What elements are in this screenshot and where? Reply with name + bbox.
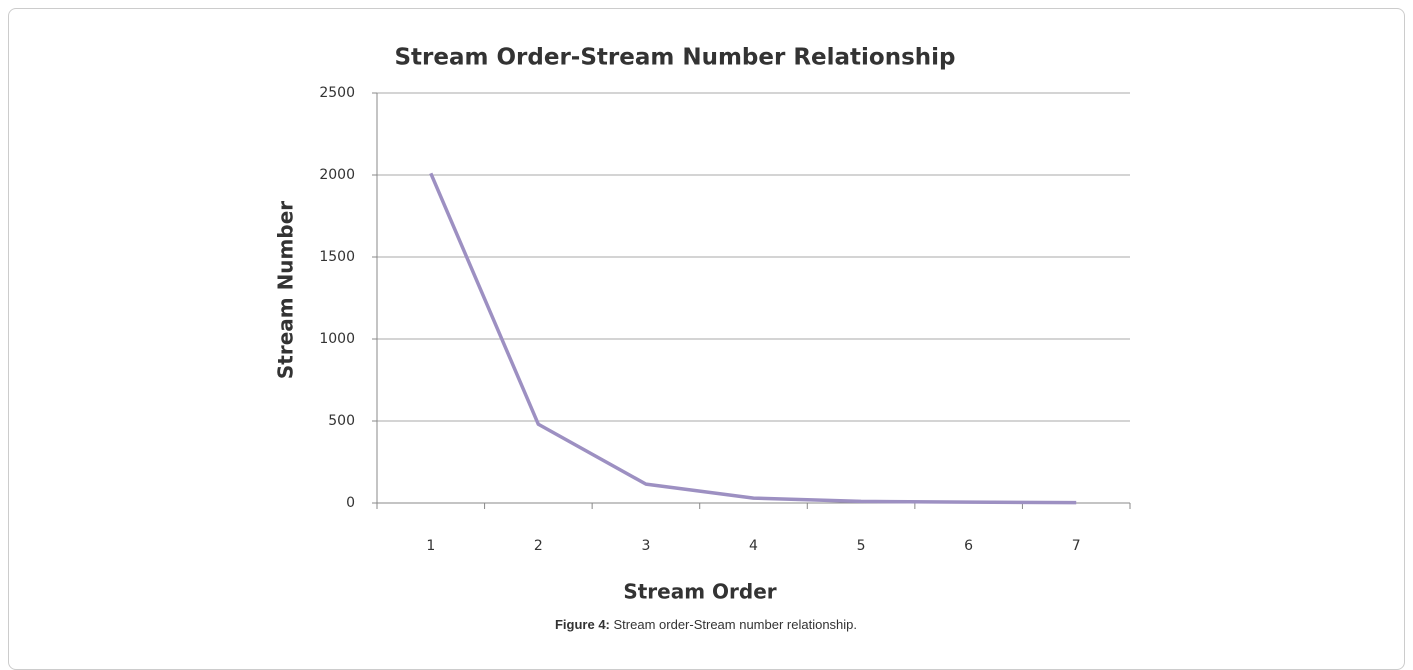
caption-label: Figure 4: xyxy=(555,617,610,632)
y-tick-label: 1000 xyxy=(319,331,355,347)
x-tick-label: 2 xyxy=(534,538,543,554)
x-tick-label: 6 xyxy=(964,538,973,554)
x-axis-label: Stream Order xyxy=(623,580,776,604)
y-tick-label: 1500 xyxy=(319,249,355,265)
y-tick-label: 2000 xyxy=(319,167,355,183)
chart: Stream Order-Stream Number Relationship … xyxy=(274,45,1131,632)
data-line xyxy=(429,172,1077,505)
x-tick-label: 3 xyxy=(641,538,650,554)
y-tick-label: 500 xyxy=(328,413,355,429)
x-tick-label: 1 xyxy=(426,538,435,554)
caption-text: Stream order-Stream number relationship. xyxy=(614,617,858,632)
y-axis-label: Stream Number xyxy=(274,201,298,379)
x-tick-label: 5 xyxy=(857,538,866,554)
x-tick-label: 7 xyxy=(1072,538,1081,554)
y-tick-label: 0 xyxy=(346,495,355,511)
chart-title: Stream Order-Stream Number Relationship xyxy=(394,45,955,71)
y-tick-label: 2500 xyxy=(319,85,355,101)
x-tick-label: 4 xyxy=(749,538,758,554)
caption: Figure 4: Stream order-Stream number rel… xyxy=(555,617,857,632)
